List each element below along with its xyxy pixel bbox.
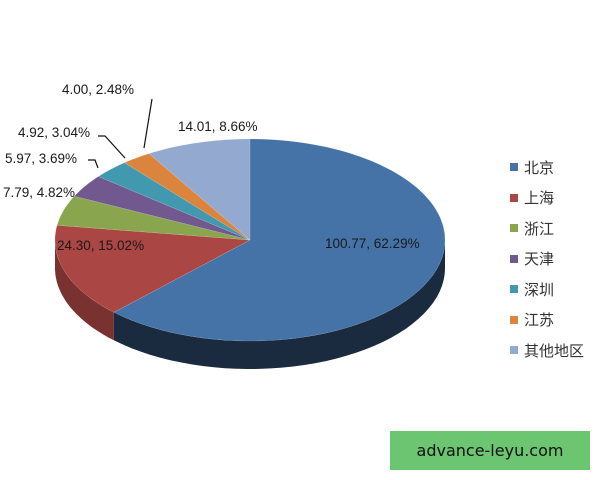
legend-swatch bbox=[510, 193, 518, 202]
legend-swatch bbox=[510, 254, 518, 263]
data-label: 24.30, 15.02% bbox=[57, 238, 144, 253]
legend-item: 北京 bbox=[510, 152, 584, 183]
legend-item: 深圳 bbox=[510, 274, 584, 305]
legend-item: 其他地区 bbox=[510, 335, 584, 366]
legend-label: 天津 bbox=[524, 250, 555, 269]
pie-slice-北京 bbox=[113, 138, 446, 342]
legend-swatch bbox=[510, 163, 518, 172]
data-label: 100.77, 62.29% bbox=[325, 236, 420, 251]
legend-item: 天津 bbox=[510, 244, 584, 275]
legend-label: 北京 bbox=[524, 158, 555, 177]
pie-side-0 bbox=[113, 240, 446, 369]
legend-swatch bbox=[510, 346, 518, 355]
data-label: 5.97, 3.69% bbox=[5, 151, 77, 166]
pie-slice-浙江 bbox=[56, 195, 251, 241]
pie-slice-上海 bbox=[54, 225, 251, 313]
legend-item: 浙江 bbox=[510, 213, 584, 244]
leader-line bbox=[88, 159, 99, 169]
leader-line bbox=[143, 98, 153, 149]
legend-swatch bbox=[510, 285, 518, 294]
data-label: 7.79, 4.82% bbox=[3, 185, 75, 200]
legend: 北京 上海 浙江 天津 深圳 江苏 其他地区 bbox=[510, 152, 584, 366]
pie-slice-天津 bbox=[73, 176, 251, 241]
legend-swatch bbox=[510, 315, 518, 324]
pie-slice-深圳 bbox=[97, 162, 251, 241]
data-label: 4.92, 3.04% bbox=[18, 125, 90, 140]
pie-slice-江苏 bbox=[123, 153, 251, 241]
legend-swatch bbox=[510, 224, 518, 233]
legend-label: 江苏 bbox=[524, 311, 555, 330]
legend-item: 上海 bbox=[510, 183, 584, 214]
legend-item: 江苏 bbox=[510, 305, 584, 336]
watermark: advance-leyu.com bbox=[390, 431, 590, 470]
legend-label: 其他地区 bbox=[524, 341, 585, 360]
leader-line bbox=[98, 135, 126, 159]
data-label: 14.01, 8.66% bbox=[178, 119, 258, 134]
legend-label: 上海 bbox=[524, 189, 555, 208]
data-label: 4.00, 2.48% bbox=[62, 82, 134, 97]
pie-side-1 bbox=[55, 240, 114, 341]
legend-label: 浙江 bbox=[524, 219, 555, 238]
legend-label: 深圳 bbox=[524, 280, 555, 299]
pie-slice-其他地区 bbox=[148, 138, 251, 241]
